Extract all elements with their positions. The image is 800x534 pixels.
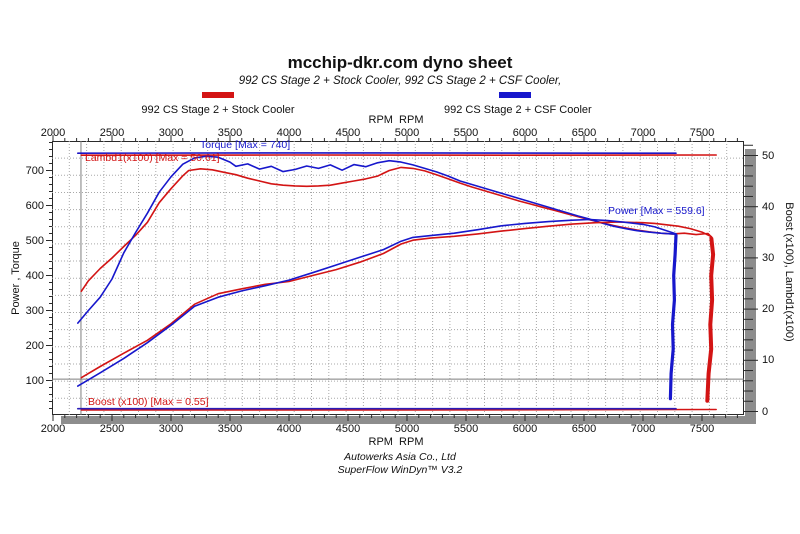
y-tick-label-left-300: 300 — [25, 304, 44, 317]
x-axis-title-bottom: RPM RPM — [368, 436, 424, 448]
legend-swatch-stock — [202, 92, 234, 98]
y-tick-label-right-40: 40 — [762, 200, 775, 213]
x-tick-label-top-5000: 5000 — [394, 127, 420, 139]
x-tick-label-top-2000: 2000 — [40, 127, 66, 139]
series-boost-stock — [80, 408, 717, 411]
x-tick-label-top-7500: 7500 — [689, 127, 715, 139]
y-tick-label-right-30: 30 — [762, 251, 775, 264]
series-rundown-csf — [668, 233, 678, 401]
y-tick-label-left-400: 400 — [25, 269, 44, 282]
x-tick-label-bottom-7500: 7500 — [689, 423, 715, 435]
x-tick-label-bottom-3500: 3500 — [217, 423, 243, 435]
y-tick-label-left-500: 500 — [25, 234, 44, 247]
footer-software: SuperFlow WinDyn™ V3.2 — [337, 464, 463, 476]
legend-label-csf: 992 CS Stage 2 + CSF Cooler — [444, 104, 592, 116]
x-tick-label-bottom-2000: 2000 — [40, 423, 66, 435]
x-tick-label-top-3000: 3000 — [158, 127, 184, 139]
x-tick-label-top-2500: 2500 — [99, 127, 125, 139]
y-tick-label-right-20: 20 — [762, 303, 775, 316]
series-power-csf — [76, 218, 677, 387]
y-tick-label-left-600: 600 — [25, 199, 44, 212]
page-subtitle: 992 CS Stage 2 + Stock Cooler, 992 CS St… — [238, 75, 562, 87]
y-tick-label-right-0: 0 — [762, 405, 769, 418]
y-axis-title-left: Power , Torque — [10, 241, 22, 315]
footer-company: Autowerks Asia Co., Ltd — [344, 451, 456, 463]
x-tick-label-bottom-4500: 4500 — [335, 423, 361, 435]
x-tick-label-top-6000: 6000 — [512, 127, 538, 139]
x-tick-label-bottom-7000: 7000 — [630, 423, 656, 435]
y-tick-label-right-10: 10 — [762, 354, 775, 367]
y-axis-title-right: Boost (x100), Lambd1(x100) — [783, 202, 795, 342]
legend-label-stock: 992 CS Stage 2 + Stock Cooler — [141, 104, 295, 116]
x-tick-label-top-3500: 3500 — [217, 127, 243, 139]
x-axis-title-top: RPM RPM — [368, 114, 424, 126]
x-tick-label-top-5500: 5500 — [453, 127, 479, 139]
x-tick-label-bottom-4000: 4000 — [276, 423, 302, 435]
series-power-stock — [80, 221, 713, 379]
plot-shadow-right — [745, 149, 756, 424]
y-tick-label-right-50: 50 — [762, 149, 775, 162]
plot-shadow-bottom — [61, 416, 756, 424]
legend-swatch-csf — [499, 92, 531, 98]
y-tick-label-left-700: 700 — [25, 164, 44, 177]
legend-entry-stock: 992 CS Stage 2 + Stock Cooler — [133, 92, 303, 118]
x-tick-label-bottom-5500: 5500 — [453, 423, 479, 435]
y-tick-label-left-100: 100 — [25, 374, 44, 387]
y-tick-label-left-200: 200 — [25, 339, 44, 352]
x-tick-label-top-7000: 7000 — [630, 127, 656, 139]
x-tick-label-bottom-2500: 2500 — [99, 423, 125, 435]
x-tick-label-top-6500: 6500 — [571, 127, 597, 139]
x-tick-label-top-4500: 4500 — [335, 127, 361, 139]
x-tick-label-bottom-6500: 6500 — [571, 423, 597, 435]
series-rundown-stock — [705, 236, 716, 403]
page-title: mcchip-dkr.com dyno sheet — [287, 53, 513, 72]
series-torque-csf — [76, 155, 677, 324]
series-torque-stock — [80, 166, 713, 293]
x-tick-label-top-4000: 4000 — [276, 127, 302, 139]
legend-entry-csf: 992 CS Stage 2 + CSF Cooler — [444, 92, 592, 118]
dyno-chart — [46, 135, 758, 421]
x-tick-label-bottom-5000: 5000 — [394, 423, 420, 435]
x-tick-label-bottom-3000: 3000 — [158, 423, 184, 435]
x-tick-label-bottom-6000: 6000 — [512, 423, 538, 435]
